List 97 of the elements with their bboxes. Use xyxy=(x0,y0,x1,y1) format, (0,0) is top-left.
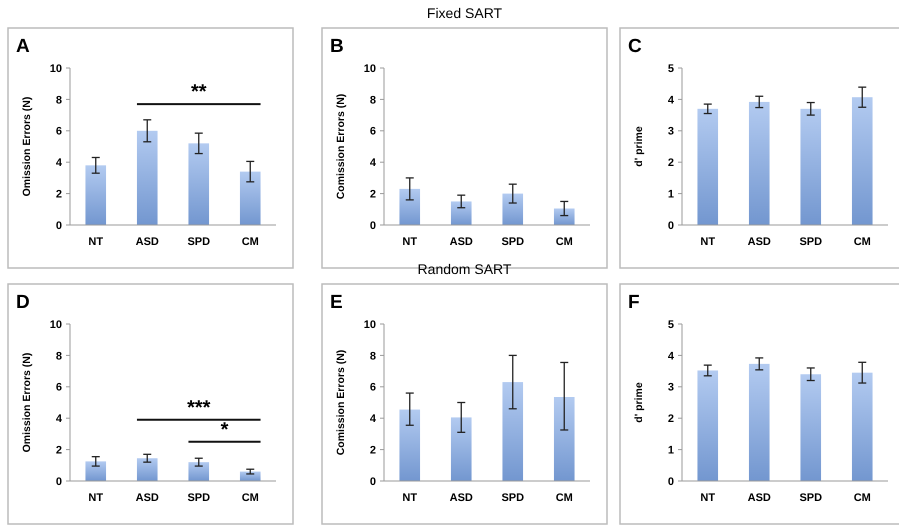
y-tick-label: 2 xyxy=(370,188,376,200)
y-tick-label: 0 xyxy=(56,220,62,232)
bar xyxy=(399,410,420,481)
bar xyxy=(554,397,575,481)
y-axis-title: Comission Errors (N) xyxy=(335,94,347,200)
y-tick-label: 6 xyxy=(56,382,62,394)
y-tick-label: 8 xyxy=(370,94,376,106)
y-tick-label: 10 xyxy=(364,318,376,331)
x-tick-label: ASD xyxy=(136,236,159,248)
x-tick-label: ASD xyxy=(136,492,159,504)
y-tick-label: 0 xyxy=(668,476,674,488)
bar xyxy=(240,172,261,225)
bar xyxy=(748,102,770,225)
y-tick-label: 8 xyxy=(56,350,62,362)
y-tick-label: 2 xyxy=(668,413,674,426)
y-tick-label: 6 xyxy=(370,126,376,138)
y-tick-label: 3 xyxy=(668,382,674,394)
x-tick-label: SPD xyxy=(187,236,210,248)
y-tick-label: 4 xyxy=(56,157,63,170)
y-tick-label: 2 xyxy=(56,188,62,200)
y-tick-label: 0 xyxy=(370,476,376,488)
annotation: ** xyxy=(190,81,207,104)
bar xyxy=(450,201,472,225)
y-tick-label: 2 xyxy=(668,157,674,170)
y-tick-label: 10 xyxy=(364,62,376,75)
x-tick-label: CM xyxy=(242,492,259,504)
x-tick-label: ASD xyxy=(450,236,473,248)
x-tick-label: CM xyxy=(556,492,573,504)
bar xyxy=(697,108,718,225)
x-tick-label: CM xyxy=(556,236,573,248)
y-tick-label: 8 xyxy=(370,350,376,362)
x-tick-label: ASD xyxy=(450,492,473,504)
y-tick-label: 4 xyxy=(370,413,377,426)
bar xyxy=(800,108,822,225)
y-axis-title: Omission Errors (N) xyxy=(21,96,33,196)
x-tick-label: NT xyxy=(700,236,716,248)
chart-title: C xyxy=(628,36,642,57)
bar xyxy=(450,417,472,481)
y-tick-label: 6 xyxy=(370,382,376,394)
annotation: *** xyxy=(187,396,211,419)
bar xyxy=(502,382,524,481)
chart-title: B xyxy=(330,36,344,57)
x-tick-label: ASD xyxy=(748,492,771,504)
y-tick-label: 4 xyxy=(668,350,675,362)
chart-title: F xyxy=(628,292,640,313)
bar xyxy=(136,458,158,481)
y-tick-label: 2 xyxy=(370,444,376,456)
chart-subtitle: Random SART xyxy=(418,261,512,277)
y-axis-title: Omission Errors (N) xyxy=(21,352,33,452)
y-tick-label: 5 xyxy=(668,318,674,331)
y-axis-title: Comission Errors (N) xyxy=(335,350,347,456)
x-tick-label: SPD xyxy=(187,492,210,504)
bar xyxy=(554,208,575,225)
annotation: * xyxy=(220,418,229,441)
y-tick-label: 5 xyxy=(668,62,674,75)
y-tick-label: 6 xyxy=(56,126,62,138)
y-tick-label: 2 xyxy=(56,444,62,456)
bar xyxy=(85,461,106,481)
y-tick-label: 0 xyxy=(668,220,674,232)
bar xyxy=(188,462,210,481)
x-tick-label: SPD xyxy=(501,236,524,248)
x-tick-label: CM xyxy=(242,236,259,248)
y-tick-label: 4 xyxy=(668,94,675,106)
bar xyxy=(502,194,524,225)
y-tick-label: 3 xyxy=(668,126,674,138)
chart-title: E xyxy=(330,292,343,313)
y-tick-label: 1 xyxy=(668,444,674,456)
y-tick-label: 0 xyxy=(56,476,62,488)
chart-subtitle: Fixed SART xyxy=(426,5,503,21)
chart-title: D xyxy=(16,292,30,313)
y-axis-title: d' prime xyxy=(633,382,645,423)
bar xyxy=(136,130,158,225)
chart-title: A xyxy=(16,36,30,57)
bar xyxy=(399,188,420,225)
y-tick-label: 4 xyxy=(56,413,63,426)
x-tick-label: ASD xyxy=(748,236,771,248)
x-tick-label: NT xyxy=(88,236,104,248)
y-tick-label: 10 xyxy=(50,62,62,75)
x-tick-label: NT xyxy=(700,492,716,504)
x-tick-label: SPD xyxy=(799,236,822,248)
y-tick-label: 10 xyxy=(50,318,62,331)
y-tick-label: 8 xyxy=(56,94,62,106)
y-tick-label: 0 xyxy=(370,220,376,232)
x-tick-label: CM xyxy=(854,492,871,504)
y-tick-label: 1 xyxy=(668,188,674,200)
x-tick-label: NT xyxy=(88,492,104,504)
x-tick-label: SPD xyxy=(799,492,822,504)
y-tick-label: 4 xyxy=(370,157,377,170)
x-tick-label: CM xyxy=(854,236,871,248)
x-tick-label: NT xyxy=(402,492,418,504)
x-tick-label: NT xyxy=(402,236,418,248)
x-tick-label: SPD xyxy=(501,492,524,504)
bar xyxy=(188,143,210,225)
y-axis-title: d' prime xyxy=(633,126,645,167)
bar xyxy=(85,165,106,225)
bar xyxy=(240,472,261,481)
bar xyxy=(852,97,873,225)
